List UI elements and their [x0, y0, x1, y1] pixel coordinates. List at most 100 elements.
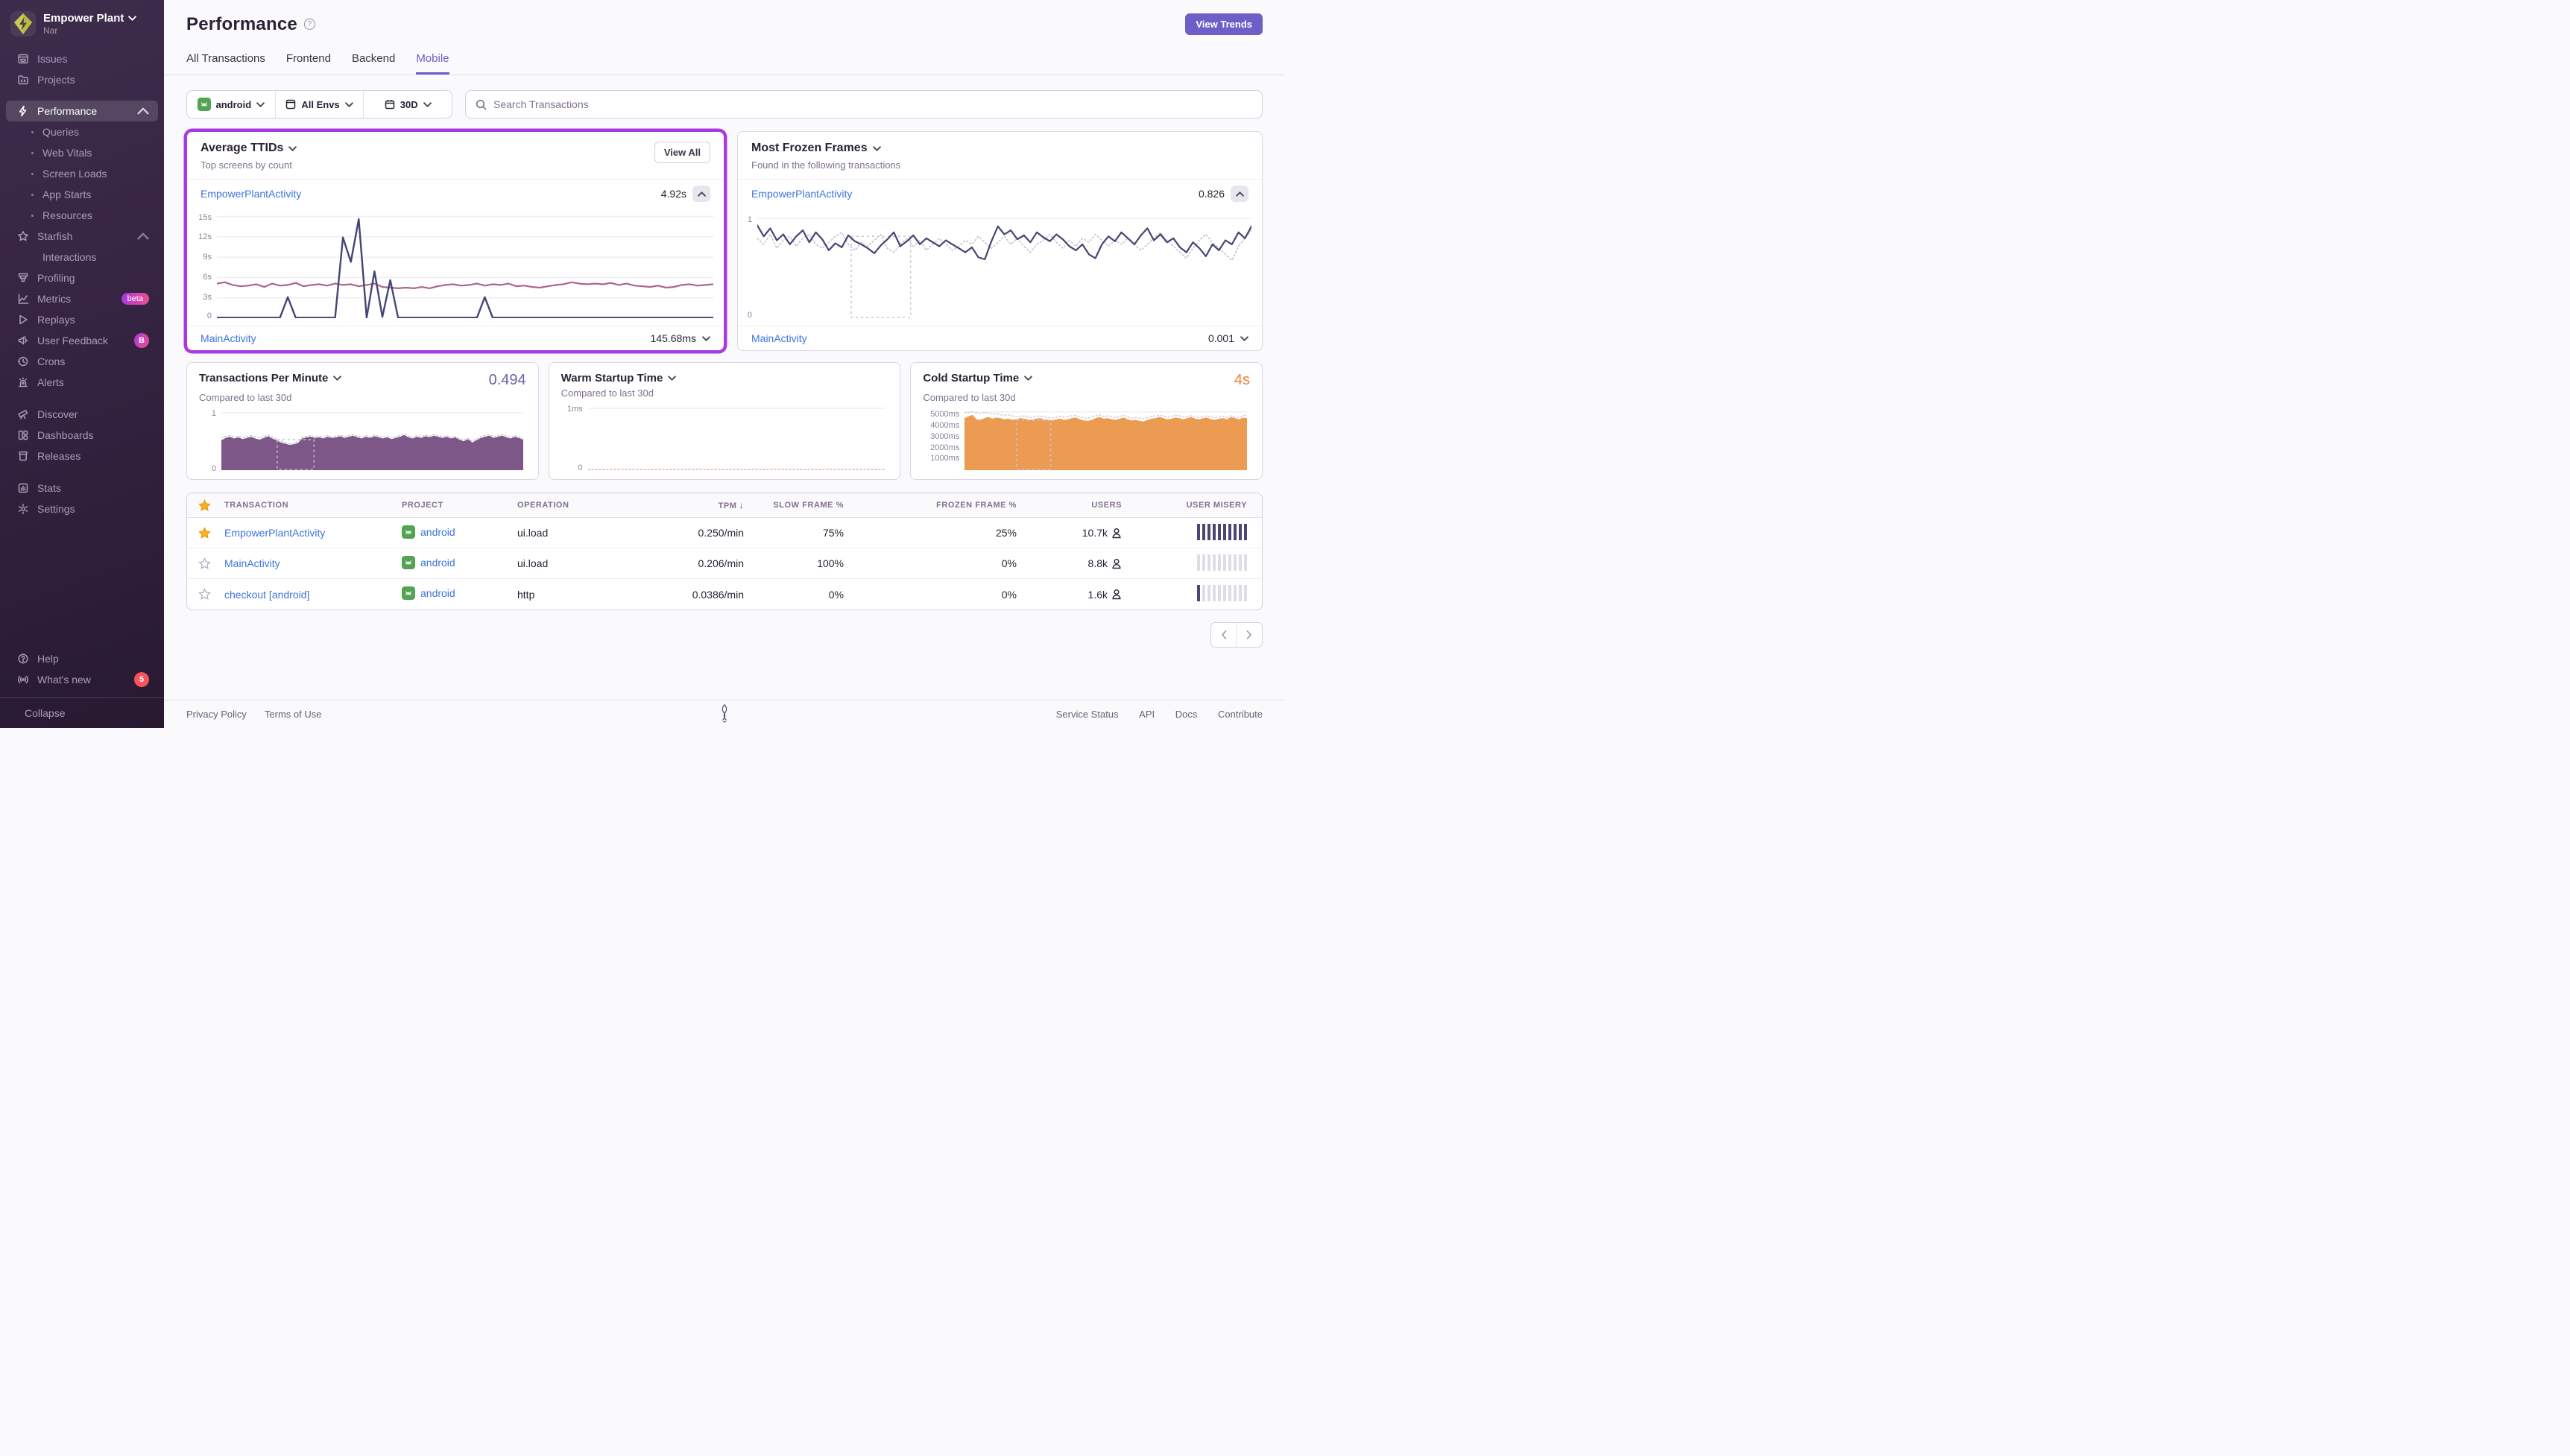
col-transaction[interactable]: TRANSACTION [224, 501, 289, 510]
sidebar-item-help[interactable]: Help [6, 648, 158, 669]
sidebar-collapse-button[interactable]: Collapse [0, 698, 164, 728]
favorite-star-icon[interactable] [198, 526, 211, 539]
transaction-link[interactable]: EmpowerPlantActivity [224, 527, 326, 539]
cold-startup-chart[interactable] [964, 409, 1248, 470]
sidebar-item-label: What's new [37, 674, 91, 686]
transaction-link[interactable]: MainActivity [751, 332, 807, 344]
project-link[interactable]: android [420, 587, 455, 599]
sidebar-item-queries[interactable]: Queries [6, 121, 158, 142]
privacy-policy-link[interactable]: Privacy Policy [186, 709, 247, 720]
sidebar-item-whats-new[interactable]: What's new 5 [6, 669, 158, 690]
warm-startup-title-dropdown[interactable]: Warm Startup Time [561, 372, 677, 384]
environment-filter[interactable]: All Envs [274, 91, 364, 118]
transaction-link[interactable]: EmpowerPlantActivity [201, 188, 302, 200]
sidebar-item-interactions[interactable]: Interactions [6, 247, 158, 268]
avg-ttids-title-dropdown[interactable]: Average TTIDs [201, 142, 297, 155]
tab-backend[interactable]: Backend [351, 52, 396, 65]
tab-frontend[interactable]: Frontend [285, 52, 331, 65]
sidebar-item-app-starts[interactable]: App Starts [6, 184, 158, 205]
favorite-star-icon[interactable] [198, 588, 211, 601]
transaction-link[interactable]: checkout [android] [224, 588, 310, 601]
sidebar-item-profiling[interactable]: Profiling [6, 268, 158, 288]
sidebar-item-performance[interactable]: Performance [6, 101, 158, 121]
search-input[interactable] [493, 98, 1252, 110]
view-trends-button[interactable]: View Trends [1185, 13, 1263, 35]
tpm-title-dropdown[interactable]: Transactions Per Minute [199, 372, 342, 384]
star-column-icon [198, 498, 211, 511]
clock-icon [16, 355, 29, 368]
sidebar-item-label: Stats [37, 482, 61, 494]
sidebar-item-label: Issues [37, 53, 68, 65]
prev-page-button[interactable] [1211, 623, 1237, 647]
transaction-link[interactable]: EmpowerPlantActivity [751, 188, 853, 200]
sidebar-item-metrics[interactable]: Metrics beta [6, 288, 158, 309]
sidebar-item-settings[interactable]: Settings [6, 498, 158, 519]
tab-all-transactions[interactable]: All Transactions [186, 52, 265, 65]
table-row: EmpowerPlantActivity android ui.load 0.2… [187, 518, 1262, 548]
col-tpm[interactable]: TPM ↓ [718, 500, 744, 510]
project-link[interactable]: android [420, 525, 455, 538]
archive-icon [16, 450, 29, 463]
collapse-button[interactable] [1231, 186, 1248, 202]
tpm-chart[interactable] [221, 409, 523, 470]
date-range-filter[interactable]: 30D [363, 91, 452, 118]
org-switcher[interactable]: Empower Plant Nar [0, 0, 164, 45]
view-all-button[interactable]: View All [654, 142, 710, 163]
sidebar-item-discover[interactable]: Discover [6, 404, 158, 425]
table-row: checkout [android] android http 0.0386/m… [187, 579, 1262, 610]
frozen-frames-title-dropdown[interactable]: Most Frozen Frames [751, 142, 900, 155]
sidebar-item-alerts[interactable]: Alerts [6, 372, 158, 393]
col-frozen-frame[interactable]: FROZEN FRAME % [936, 501, 1017, 510]
help-circle-icon[interactable]: ? [303, 19, 315, 30]
service-status-link[interactable]: Service Status [1055, 709, 1119, 720]
org-logo-icon [10, 11, 36, 37]
docs-link[interactable]: Docs [1175, 709, 1198, 720]
user-icon [1112, 558, 1121, 569]
card-title: Transactions Per Minute [199, 372, 329, 384]
sidebar-item-crons[interactable]: Crons [6, 351, 158, 372]
sidebar-item-user-feedback[interactable]: User Feedback B [6, 330, 158, 351]
sidebar-item-stats[interactable]: Stats [6, 478, 158, 498]
col-slow-frame[interactable]: SLOW FRAME % [773, 501, 844, 510]
chevron-down-icon[interactable] [1240, 335, 1248, 341]
project-filter[interactable]: android [187, 91, 275, 118]
project-filter-label: android [215, 98, 252, 110]
sidebar-item-issues[interactable]: Issues [6, 48, 158, 69]
tab-mobile[interactable]: Mobile [416, 52, 449, 75]
contribute-link[interactable]: Contribute [1218, 709, 1263, 720]
terms-of-use-link[interactable]: Terms of Use [264, 709, 322, 720]
col-user-misery[interactable]: USER MISERY [1186, 501, 1247, 510]
transaction-link[interactable]: MainActivity [201, 332, 256, 344]
slow-frame-cell: 0% [828, 588, 844, 601]
col-project[interactable]: PROJECT [402, 501, 443, 510]
sidebar-item-replays[interactable]: Replays [6, 309, 158, 330]
sidebar-item-label: Projects [37, 74, 75, 86]
sidebar-item-screen-loads[interactable]: Screen Loads [6, 163, 158, 184]
user-icon [1112, 528, 1121, 538]
card-subtitle: Compared to last 30d [561, 387, 654, 399]
next-page-button[interactable] [1237, 623, 1262, 647]
chevron-down-icon [1024, 376, 1033, 381]
sidebar-item-starfish[interactable]: Starfish [6, 226, 158, 247]
project-link[interactable]: android [420, 556, 455, 569]
avg-ttids-chart[interactable] [217, 212, 713, 318]
transaction-link[interactable]: MainActivity [224, 557, 280, 569]
chevron-down-icon[interactable] [702, 335, 710, 341]
warm-startup-chart[interactable] [587, 405, 885, 470]
frozen-frames-chart[interactable] [757, 212, 1251, 318]
sidebar-item-resources[interactable]: Resources [6, 205, 158, 226]
sidebar-item-releases[interactable]: Releases [6, 446, 158, 466]
sidebar-item-web-vitals[interactable]: Web Vitals [6, 142, 158, 163]
sidebar-item-dashboards[interactable]: Dashboards [6, 425, 158, 446]
collapse-button[interactable] [692, 186, 710, 202]
sidebar-item-projects[interactable]: Projects [6, 69, 158, 90]
card-subtitle: Compared to last 30d [923, 392, 1016, 403]
col-operation[interactable]: OPERATION [517, 501, 569, 510]
favorite-star-icon[interactable] [198, 557, 211, 570]
cold-startup-title-dropdown[interactable]: Cold Startup Time [923, 372, 1033, 384]
api-link[interactable]: API [1139, 709, 1155, 720]
col-users[interactable]: USERS [1091, 501, 1122, 510]
card-title: Warm Startup Time [561, 372, 663, 384]
y-axis-labels: 5000ms 4000ms 3000ms 2000ms 1000ms [930, 410, 960, 463]
